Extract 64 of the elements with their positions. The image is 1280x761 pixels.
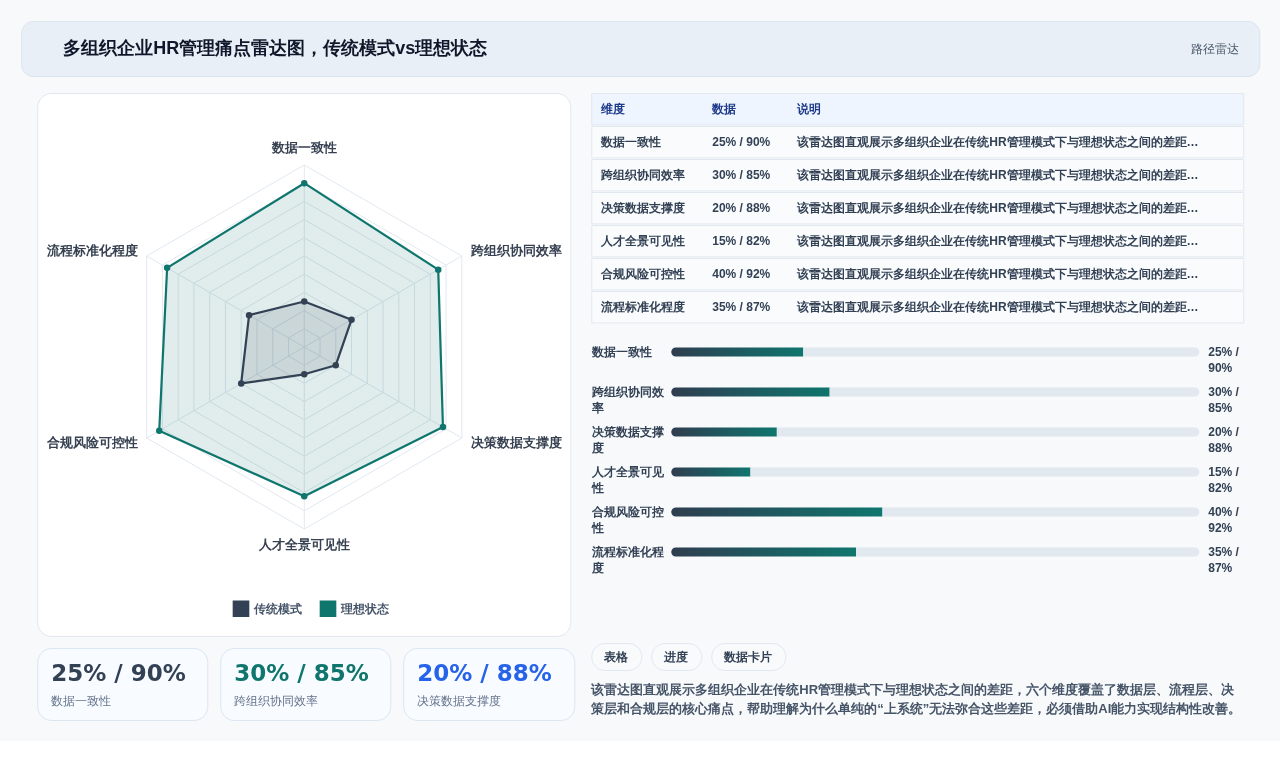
text: 合规风险可控性 [600, 266, 686, 281]
text: 进度 [663, 649, 689, 664]
text: 30% / 85% [234, 660, 369, 686]
text: 该雷达图直观展示多组织企业在传统HR管理模式下与理想状态之间的差距… [796, 266, 1199, 281]
data-label: 15% / 82% [1208, 465, 1240, 495]
bar [671, 467, 751, 477]
bar [829, 387, 1200, 397]
text: 跨组织协同效率 [600, 167, 686, 182]
data-label: 30% / 85% [1208, 385, 1240, 415]
bar [882, 507, 1200, 517]
text: 35% / 87% [712, 299, 771, 314]
text: 该雷达图直观展示多组织企业在传统HR管理模式下与理想状态之间的差距… [796, 200, 1199, 215]
text: 该雷达图直观展示多组织企业在传统HR管理模式下与理想状态之间的差距… [796, 167, 1199, 182]
y-tick-label: 流程标准化程度 [590, 545, 664, 575]
text: 20% / 88% [712, 200, 771, 215]
bar [803, 347, 1200, 357]
spoke-label: 决策数据支撑度 [470, 435, 562, 450]
text: 说明 [796, 101, 822, 116]
spoke-label: 人才全景可见性 [257, 537, 350, 552]
spoke-label: 合规风险可控性 [45, 435, 138, 450]
bar [671, 507, 883, 517]
bar [671, 387, 830, 397]
data-label: 35% / 87% [1208, 545, 1240, 575]
text: 表格 [603, 649, 630, 664]
y-tick-label: 人才全景可见性 [590, 465, 665, 495]
text: 该雷达图直观展示多组织企业在传统HR管理模式下与理想状态之间的差距… [796, 134, 1199, 149]
text: 路径雷达 [1191, 42, 1240, 56]
text: 决策数据支撑度 [417, 694, 502, 708]
y-tick-label: 跨组织协同效率 [590, 385, 665, 415]
y-tick-label: 决策数据支撑度 [590, 425, 664, 455]
text: 该雷达图直观展示多组织企业在传统HR管理模式下与理想状态之间的差距，六个维度覆盖了数据层、流程层、决策层和合规层的核心痛点，帮助理解为什么单纯的“上系统”无法弥合这些差距，必须借助AI能力实现结构性改善。 [590, 682, 1242, 716]
legend-label: 传统模式 [252, 601, 302, 616]
bar [776, 427, 1200, 437]
text: 该雷达图直观展示多组织企业在传统HR管理模式下与理想状态之间的差距… [796, 299, 1199, 314]
legend-label: 理想状态 [339, 601, 390, 616]
text: 25% / 90% [712, 134, 771, 149]
text: 维度 [600, 101, 626, 116]
text: 15% / 82% [712, 233, 771, 248]
text: 数据 [711, 101, 737, 116]
bar [856, 547, 1200, 557]
text: 数据卡片 [723, 649, 773, 664]
text: 流程标准化程度 [600, 299, 686, 314]
text: 25% / 90% [51, 660, 186, 686]
bar [671, 427, 777, 437]
text: 多组织企业HR管理痛点雷达图，传统模式vs理想状态 [63, 38, 488, 58]
spoke-label: 流程标准化程度 [45, 243, 138, 258]
bar [671, 347, 804, 357]
text: 跨组织协同效率 [234, 694, 319, 708]
spoke-label: 数据一致性 [270, 140, 337, 155]
text: 人才全景可见性 [600, 233, 686, 248]
text: 数据一致性 [51, 694, 112, 708]
y-tick-label: 合规风险可控性 [590, 505, 664, 535]
data-label: 20% / 88% [1208, 425, 1240, 455]
y-tick-label: 数据一致性 [590, 345, 652, 359]
data-label: 25% / 90% [1208, 345, 1240, 375]
text: 30% / 85% [712, 167, 771, 182]
text: 决策数据支撑度 [601, 200, 686, 215]
text: 40% / 92% [712, 266, 771, 281]
text: 20% / 88% [417, 660, 552, 686]
text: 该雷达图直观展示多组织企业在传统HR管理模式下与理想状态之间的差距… [796, 233, 1199, 248]
bar [750, 467, 1200, 477]
spoke-label: 跨组织协同效率 [469, 243, 562, 258]
data-label: 40% / 92% [1208, 505, 1240, 535]
bar [671, 547, 857, 557]
